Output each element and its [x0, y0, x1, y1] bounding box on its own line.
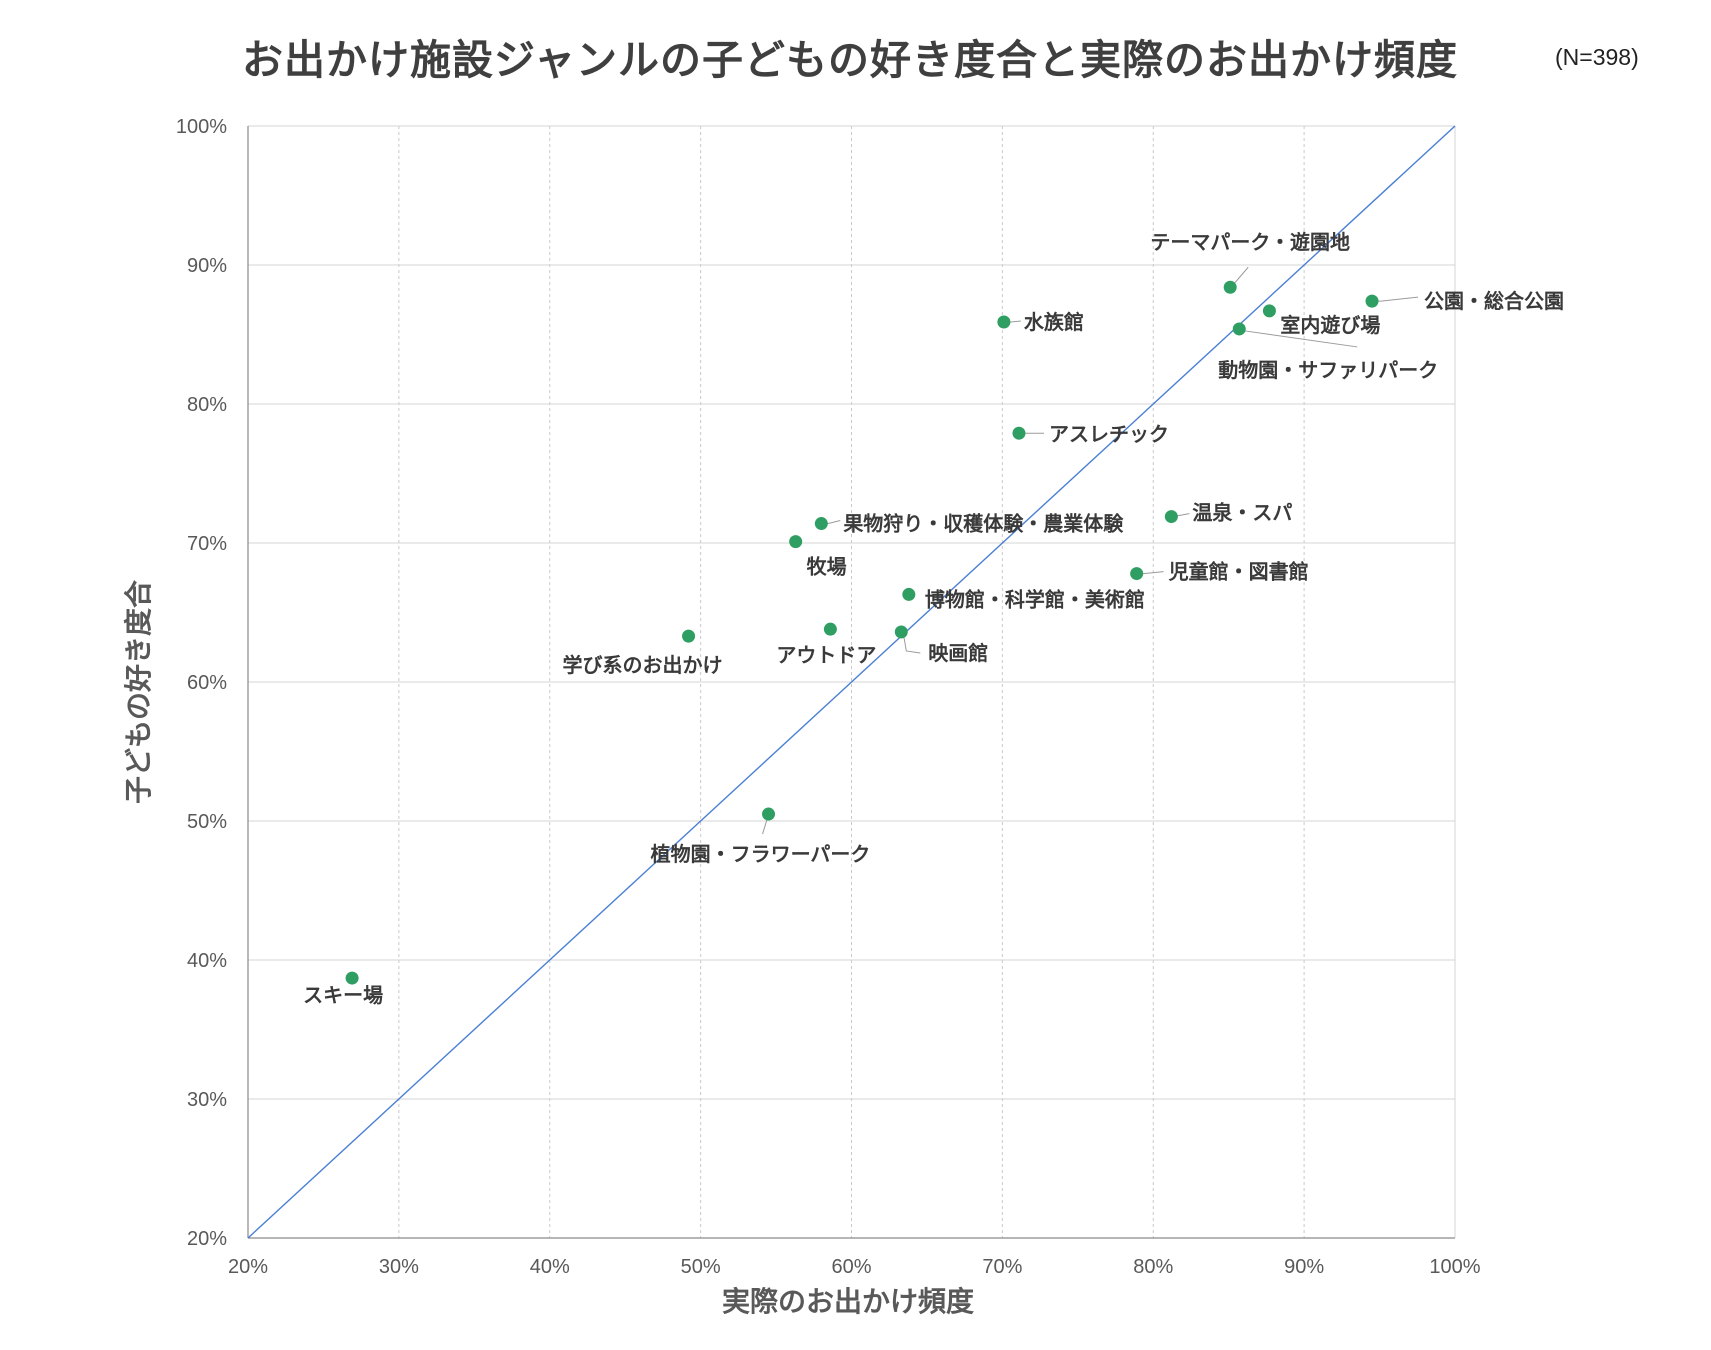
data-point — [682, 629, 696, 643]
y-tick-label: 100% — [176, 116, 227, 138]
data-point — [789, 535, 803, 549]
y-axis-title: 子どもの好き度合 — [122, 579, 155, 804]
data-label: 博物館・科学館・美術館 — [925, 587, 1145, 611]
data-label: 公園・総合公園 — [1424, 289, 1564, 313]
y-tick-label: 90% — [187, 255, 227, 277]
leader-line — [1372, 296, 1419, 302]
data-label: 映画館 — [928, 641, 988, 665]
x-tick-label: 60% — [831, 1256, 871, 1278]
data-point — [997, 315, 1011, 329]
reference-line-layer — [247, 125, 1456, 1239]
y-tick-label: 40% — [187, 950, 227, 972]
x-tick-label: 100% — [1429, 1256, 1480, 1278]
y-tick-label: 20% — [187, 1228, 227, 1250]
data-label: 植物園・フラワーパーク — [651, 842, 871, 866]
x-tick-label: 70% — [982, 1256, 1022, 1278]
axes: 20% 30% 40% 50% 60% 70% 80% 90% 100% 20% 30% 40% 50%… — [176, 116, 1481, 1278]
x-tick-label: 80% — [1133, 1256, 1173, 1278]
y-tick-label: 50% — [187, 811, 227, 833]
x-tick-label: 50% — [681, 1256, 721, 1278]
data-label: 学び系のお出かけ — [563, 653, 723, 677]
data-point — [1130, 567, 1144, 581]
x-tick-label: 40% — [530, 1256, 570, 1278]
data-label: アウトドア — [776, 643, 876, 667]
leader-lines — [762, 266, 1419, 835]
data-point — [894, 625, 908, 639]
data-point — [345, 971, 359, 985]
y-tick-label: 70% — [187, 533, 227, 555]
data-point — [814, 517, 828, 531]
x-tick-label: 90% — [1284, 1256, 1324, 1278]
data-point — [1164, 510, 1178, 524]
data-label: 果物狩り・収穫体験・農業体験 — [843, 512, 1124, 536]
data-point — [1223, 280, 1237, 294]
y-tick-label: 80% — [187, 394, 227, 416]
data-label: アスレチック — [1049, 422, 1169, 446]
data-points — [345, 280, 1379, 985]
y-tick-label: 30% — [187, 1089, 227, 1111]
data-label: 牧場 — [807, 555, 847, 579]
data-point — [1232, 322, 1246, 336]
data-point — [823, 622, 837, 636]
data-label: テーマパーク・遊園地 — [1150, 230, 1350, 254]
x-tick-label: 20% — [228, 1256, 268, 1278]
data-point — [762, 807, 776, 821]
data-point — [1012, 426, 1026, 440]
x-axis-title: 実際のお出かけ頻度 — [722, 1285, 974, 1318]
data-point — [902, 587, 916, 601]
data-point — [1365, 294, 1379, 308]
data-label: 温泉・スパ — [1192, 501, 1292, 525]
data-label: 水族館 — [1024, 310, 1084, 334]
data-label: 動物園・サファリパーク — [1218, 358, 1438, 382]
data-label: 室内遊び場 — [1280, 313, 1380, 337]
x-tick-label: 30% — [379, 1256, 419, 1278]
reference-line — [247, 125, 1456, 1239]
data-label: 児童館・図書館 — [1168, 560, 1309, 584]
gridlines — [248, 125, 1456, 1238]
y-tick-label: 60% — [187, 672, 227, 694]
data-point — [1262, 304, 1276, 318]
data-label: スキー場 — [303, 983, 383, 1007]
sample-size-note: (N=398) — [1555, 44, 1639, 70]
chart-title: お出かけ施設ジャンルの子どもの好き度合と実際のお出かけ頻度 — [242, 36, 1458, 84]
